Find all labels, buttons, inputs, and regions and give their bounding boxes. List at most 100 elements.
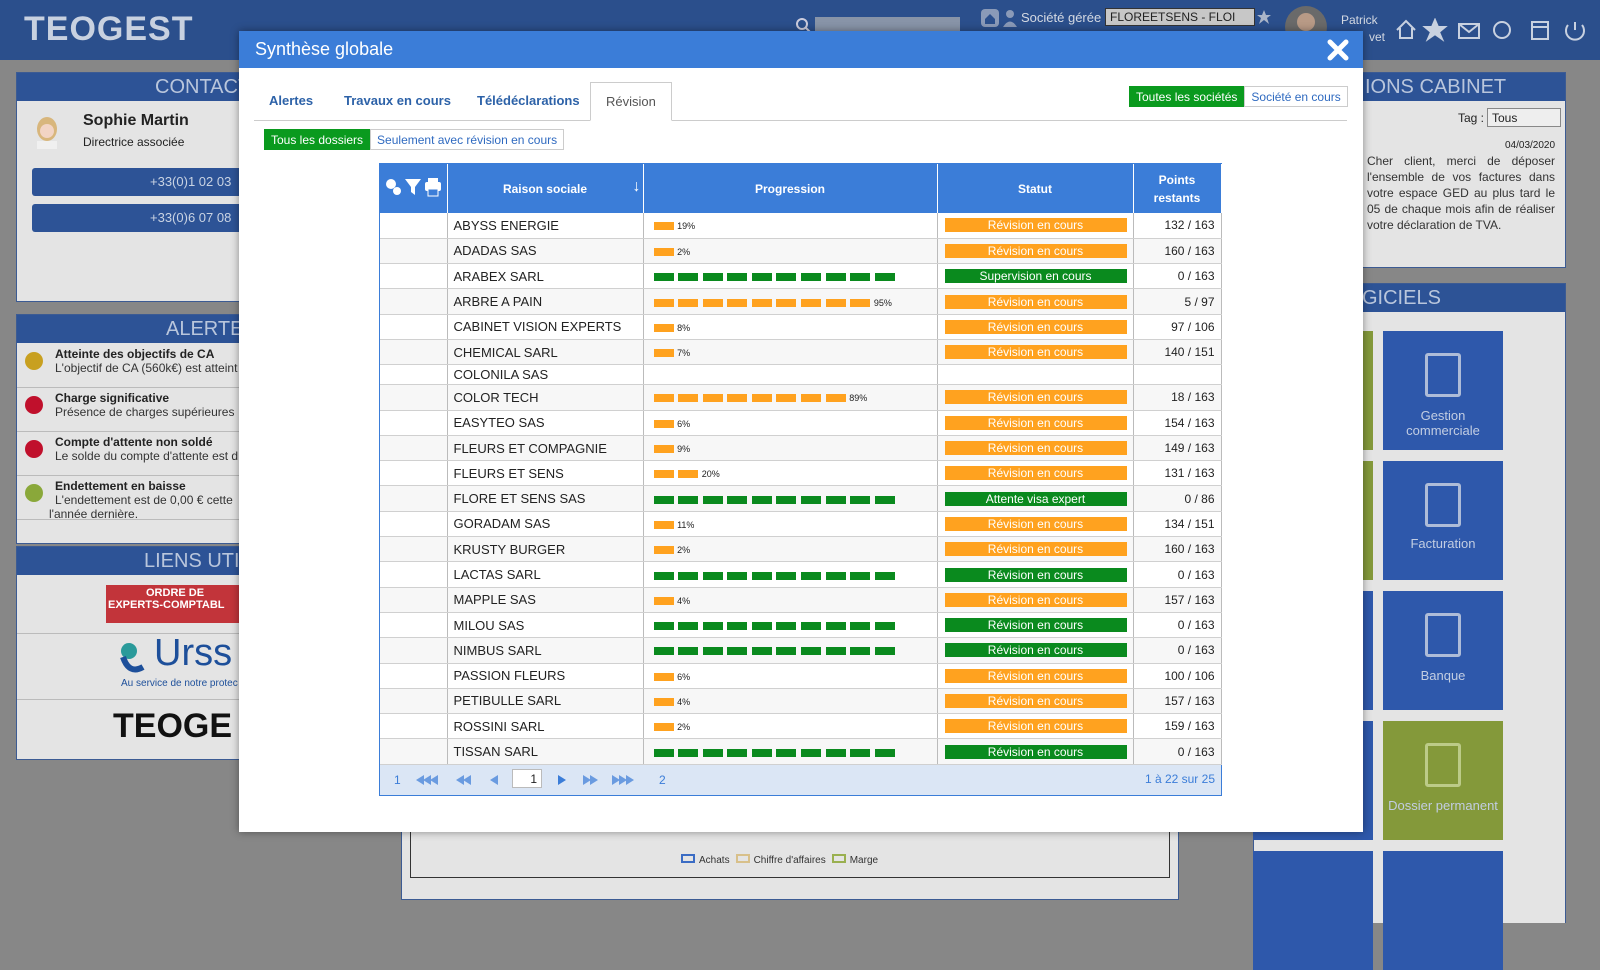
status-badge: Révision en cours (945, 416, 1127, 430)
table-row[interactable]: ARABEX SARLSupervision en cours0 / 163 (380, 264, 1221, 289)
status-badge: Supervision en cours (945, 269, 1127, 283)
tile[interactable]: Gestion commerciale (1383, 331, 1503, 450)
points-text: 0 / 163 (1178, 643, 1215, 657)
column-header[interactable]: Points restants (1133, 164, 1221, 213)
table-row[interactable]: CABINET VISION EXPERTS8%Révision en cour… (380, 314, 1221, 339)
alert-title: Endettement en baisse (55, 479, 186, 493)
tile[interactable]: Facturation (1383, 461, 1503, 580)
legend-label: Chiffre d'affaires (754, 855, 826, 866)
table-row[interactable]: ARBRE A PAIN95%Révision en cours5 / 97 (380, 289, 1221, 314)
points-cell: 159 / 163 (1133, 714, 1221, 739)
tool-icons[interactable] (383, 176, 443, 198)
table-row[interactable]: ROSSINI SARL2%Révision en cours159 / 163 (380, 714, 1221, 739)
table-row[interactable]: MILOU SASRévision en cours0 / 163 (380, 612, 1221, 637)
tab[interactable]: Alertes (269, 82, 313, 121)
progress-segment (654, 394, 674, 402)
logo-text: Au service de notre protec (121, 678, 238, 689)
progress-label: 19% (677, 221, 695, 231)
scope-button[interactable]: Société en cours (1244, 86, 1347, 107)
tool-header (380, 164, 447, 213)
table-row[interactable]: EASYTEO SAS6%Révision en cours154 / 163 (380, 410, 1221, 435)
table-row[interactable]: KRUSTY BURGER2%Révision en cours160 / 16… (380, 537, 1221, 562)
status-cell: Révision en cours (937, 410, 1133, 435)
progress-segment (875, 572, 895, 580)
scope-button[interactable]: Toutes les sociétés (1129, 86, 1244, 107)
progress-segment (654, 445, 674, 453)
progress-segment (850, 572, 870, 580)
header-icons[interactable] (1395, 18, 1590, 42)
cell (380, 365, 447, 385)
tile[interactable] (1253, 851, 1373, 970)
points-cell: 0 / 86 (1133, 486, 1221, 511)
points-cell (1133, 365, 1221, 385)
table-row[interactable]: COLOR TECH89%Révision en cours18 / 163 (380, 385, 1221, 410)
status-cell: Supervision en cours (937, 264, 1133, 289)
tile-icon (1425, 613, 1461, 657)
table-row[interactable]: LACTAS SARLRévision en cours0 / 163 (380, 562, 1221, 587)
table-row[interactable]: PASSION FLEURS6%Révision en cours100 / 1… (380, 663, 1221, 688)
points-cell: 0 / 163 (1133, 638, 1221, 663)
progress-segment (850, 749, 870, 757)
table-row[interactable]: ADADAS SAS2%Révision en cours160 / 163 (380, 238, 1221, 263)
tile-label: Banque (1383, 668, 1503, 683)
table-row[interactable]: TISSAN SARLRévision en cours0 / 163 (380, 739, 1221, 764)
table-row[interactable]: FLEURS ET COMPAGNIE9%Révision en cours14… (380, 435, 1221, 460)
sort-arrow[interactable]: ↓ (633, 178, 641, 196)
company-label: Société gérée : (1021, 10, 1108, 25)
progress-label: 4% (677, 697, 690, 707)
page-first[interactable]: 1 (394, 773, 401, 787)
table-row[interactable]: NIMBUS SARLRévision en cours0 / 163 (380, 638, 1221, 663)
table-row[interactable]: FLEURS ET SENS20%Révision en cours131 / … (380, 461, 1221, 486)
table-row[interactable]: CHEMICAL SARL7%Révision en cours140 / 15… (380, 339, 1221, 364)
tab[interactable]: Télédéclarations (477, 82, 580, 121)
logo-text[interactable]: TEOGE (113, 707, 232, 746)
logo-text[interactable]: Urss (154, 632, 232, 675)
progress-cell (643, 562, 937, 587)
table-row[interactable]: MAPPLE SAS4%Révision en cours157 / 163 (380, 587, 1221, 612)
table-row[interactable]: ABYSS ENERGIE19%Révision en cours132 / 1… (380, 213, 1221, 238)
progress-bar (654, 719, 679, 734)
progress-segment (678, 470, 698, 478)
points-cell: 134 / 151 (1133, 511, 1221, 536)
progress-bar (654, 243, 679, 258)
status-badge: Révision en cours (945, 244, 1127, 258)
alert-icon (25, 484, 43, 502)
table-row[interactable]: COLONILA SAS (380, 365, 1221, 385)
column-header[interactable]: Raison sociale↓ (447, 164, 643, 213)
table-row[interactable]: PETIBULLE SARL4%Révision en cours157 / 1… (380, 688, 1221, 713)
logo[interactable]: TEOGEST (24, 10, 193, 49)
close-button[interactable] (1327, 39, 1349, 61)
column-header[interactable]: Statut (937, 164, 1133, 213)
tile[interactable]: Banque (1383, 591, 1503, 710)
progress-segment (654, 299, 674, 307)
progress-segment (654, 647, 674, 655)
progress-segment (752, 749, 772, 757)
table-row[interactable]: GORADAM SAS11%Révision en cours134 / 151 (380, 511, 1221, 536)
progress-label: 89% (849, 393, 867, 403)
tab[interactable]: Travaux en cours (344, 82, 451, 121)
progress-segment (727, 273, 747, 281)
points-cell: 154 / 163 (1133, 410, 1221, 435)
tile-icon (1425, 353, 1461, 397)
logo-text: EXPERTS-COMPTABL (108, 599, 256, 611)
progress-segment (850, 622, 870, 630)
progress-cell: 2% (643, 238, 937, 263)
alert-title: Atteinte des objectifs de CA (55, 347, 214, 361)
filter-button[interactable]: Seulement avec révision en cours (370, 129, 564, 150)
points-text: 149 / 163 (1164, 441, 1214, 455)
page-input[interactable]: 1 (512, 769, 542, 788)
favorite-icon[interactable] (1256, 9, 1272, 25)
points-text: 0 / 86 (1184, 492, 1214, 506)
company-select[interactable]: FLOREETSENS - FLOI (1105, 8, 1255, 26)
tag-select[interactable]: Tous (1487, 108, 1561, 127)
tile[interactable]: Dossier permanent (1383, 721, 1503, 840)
tile[interactable] (1383, 851, 1503, 970)
link-logo[interactable]: ORDRE DEEXPERTS-COMPTABL (106, 585, 256, 623)
table-row[interactable]: FLORE ET SENS SASAttente visa expert0 / … (380, 486, 1221, 511)
progress-segment (678, 394, 698, 402)
points-text: 157 / 163 (1164, 694, 1214, 708)
tab[interactable]: Révision (590, 82, 672, 121)
page-last[interactable]: 2 (659, 773, 666, 787)
column-header[interactable]: Progression (643, 164, 937, 213)
filter-button[interactable]: Tous les dossiers (264, 129, 370, 150)
